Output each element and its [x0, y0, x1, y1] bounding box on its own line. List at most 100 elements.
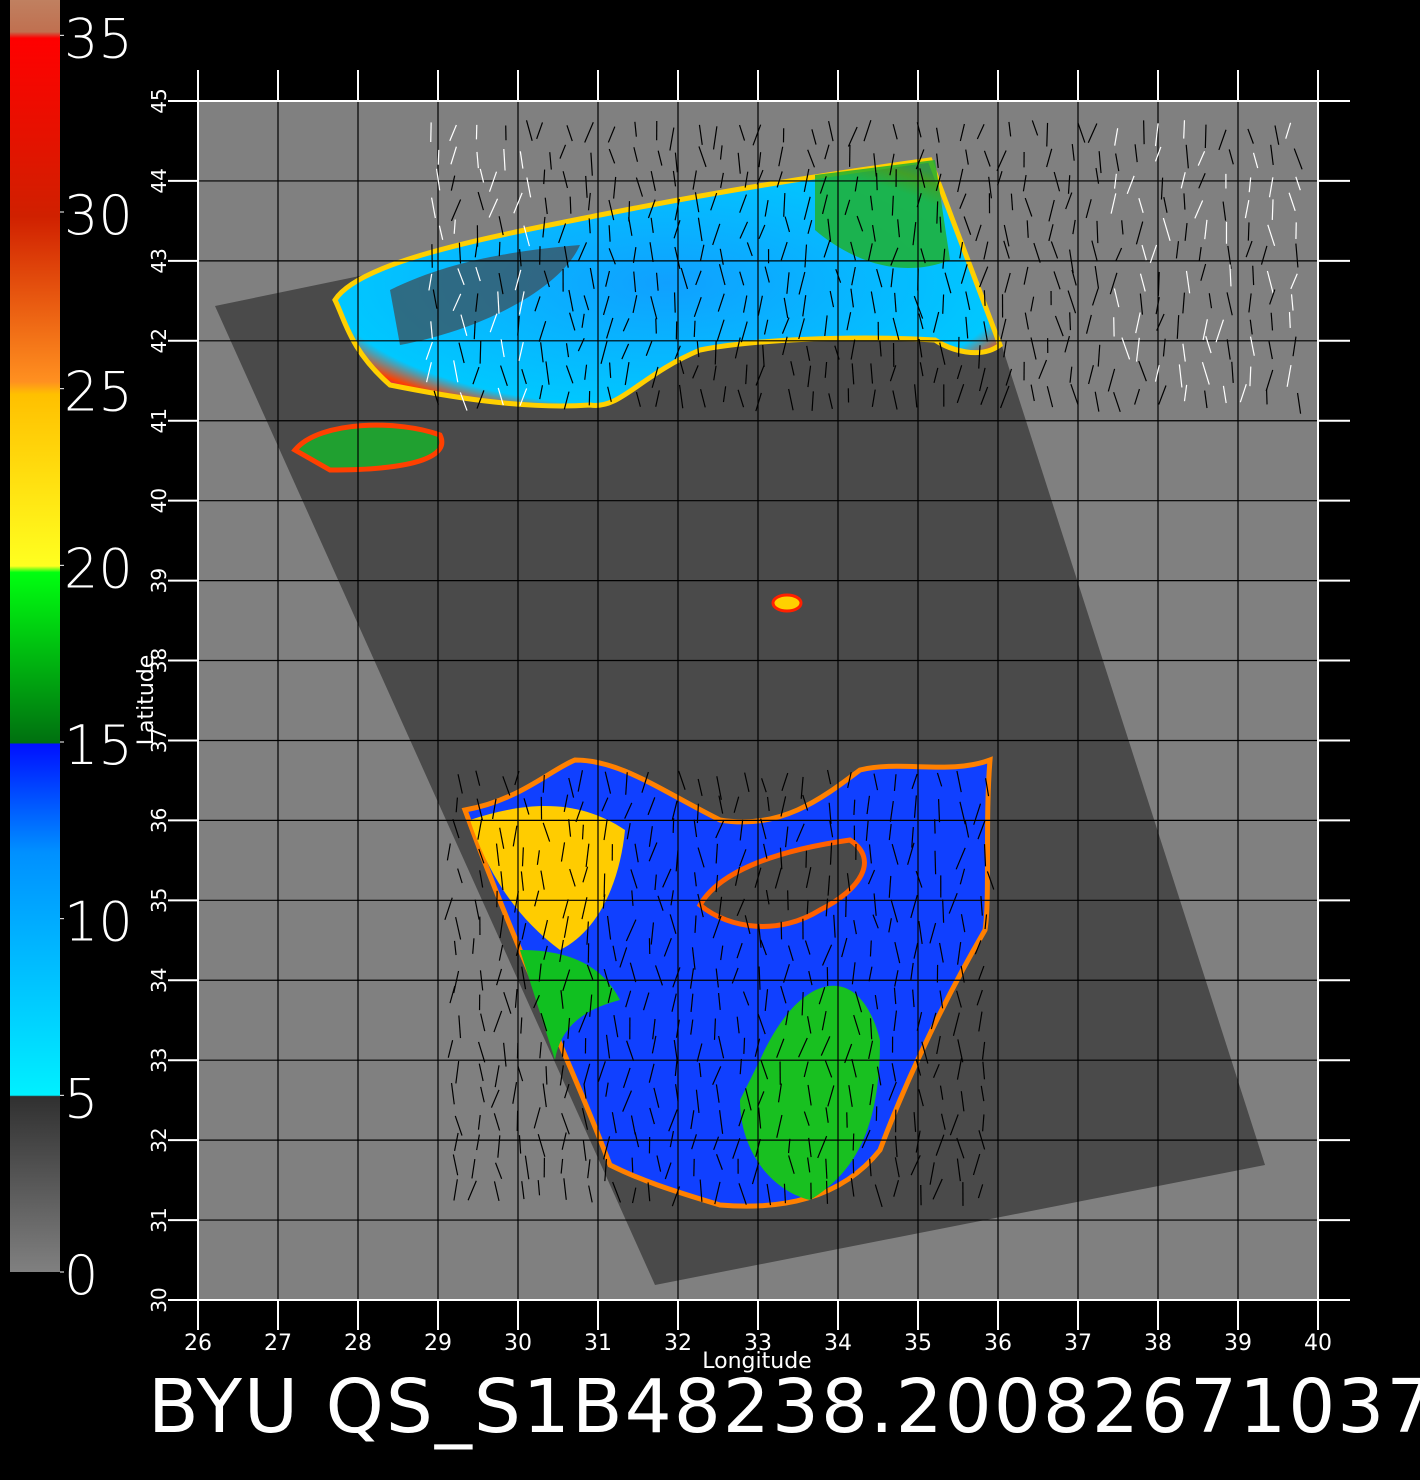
- wind-barb: [605, 270, 611, 287]
- wind-barb: [1143, 120, 1145, 145]
- wind-barb: [523, 225, 530, 247]
- wind-barb: [1094, 391, 1100, 412]
- wind-barb: [526, 177, 532, 198]
- wind-barb: [503, 148, 506, 171]
- y-tick-label: 35: [147, 888, 171, 913]
- wind-barb: [453, 360, 459, 383]
- wind-barb: [718, 896, 723, 919]
- wind-barb: [846, 312, 852, 331]
- wind-barb: [603, 819, 608, 841]
- wind-barb: [758, 966, 761, 990]
- wind-barb: [603, 1136, 611, 1160]
- wind-barb: [600, 340, 608, 364]
- wind-barb: [514, 269, 522, 291]
- wind-barb: [1198, 247, 1202, 262]
- wind-barb: [634, 1131, 640, 1148]
- wind-barb: [668, 1109, 678, 1132]
- wind-barb: [1267, 224, 1276, 246]
- wind-barb: [807, 1157, 811, 1173]
- wind-barb: [589, 994, 593, 1017]
- wind-barb: [713, 1018, 717, 1040]
- wind-barb: [514, 891, 519, 913]
- wind-barb: [641, 771, 649, 793]
- colorbar: [10, 0, 60, 1272]
- wind-barb: [758, 923, 762, 948]
- wind-barb: [1113, 392, 1121, 412]
- wind-barb: [619, 947, 628, 968]
- wind-barb: [761, 778, 767, 793]
- wind-barb: [626, 1040, 635, 1062]
- wind-barb: [1185, 270, 1191, 294]
- wind-barb: [566, 125, 573, 142]
- wind-barb: [1252, 265, 1255, 286]
- wind-barb: [764, 199, 769, 217]
- wind-barb: [603, 968, 610, 987]
- wind-barb: [827, 875, 831, 896]
- wind-barb: [587, 192, 591, 211]
- wind-barb: [1005, 368, 1013, 386]
- x-tick-label: 33: [744, 1331, 772, 1356]
- wind-barb: [697, 217, 703, 242]
- wind-barb: [821, 194, 828, 215]
- wind-barb: [696, 803, 700, 824]
- wind-barb: [780, 796, 787, 817]
- wind-barb: [965, 149, 969, 165]
- wind-barb: [740, 321, 748, 343]
- wind-barb: [718, 264, 726, 286]
- wind-barb: [715, 843, 719, 864]
- wind-barb: [744, 1088, 752, 1111]
- wind-barb: [1048, 224, 1054, 242]
- wind-barb: [826, 769, 832, 785]
- wind-barb: [921, 1041, 929, 1064]
- wind-barb: [428, 273, 433, 291]
- colorbar-label: 15: [64, 714, 133, 777]
- wind-barb: [827, 218, 832, 242]
- wind-barb: [625, 990, 632, 1008]
- wind-barb: [628, 217, 633, 236]
- wind-barb: [498, 272, 504, 295]
- wind-barb: [634, 843, 639, 863]
- y-tick-label: 36: [147, 808, 171, 833]
- wind-barb: [879, 340, 882, 357]
- wind-barb: [742, 295, 748, 313]
- wind-barb: [872, 914, 879, 929]
- wind-barb: [891, 843, 899, 865]
- wind-barb: [458, 1015, 462, 1039]
- wind-barb: [624, 362, 630, 386]
- wind-barb: [565, 365, 574, 384]
- wind-barb: [1003, 240, 1010, 259]
- wind-barb: [1288, 312, 1291, 328]
- wind-barb: [1096, 220, 1099, 244]
- wind-barb: [650, 217, 654, 233]
- wind-barb: [649, 1107, 655, 1125]
- wind-barb: [975, 224, 982, 242]
- wind-barb: [819, 176, 827, 194]
- wind-barb: [539, 385, 544, 400]
- wind-barb: [690, 1019, 694, 1035]
- wind-barb: [524, 1155, 530, 1180]
- wind-barb: [850, 339, 856, 360]
- wind-barb: [672, 170, 677, 187]
- wind-barb: [977, 965, 985, 981]
- wind-barb: [500, 871, 504, 891]
- wind-barb: [690, 1110, 695, 1130]
- wind-barb: [978, 1011, 983, 1032]
- wind-barb: [873, 773, 879, 791]
- wind-barb: [499, 827, 505, 849]
- wind-barb: [679, 360, 685, 375]
- wind-barb: [892, 124, 898, 140]
- wind-barb: [868, 1040, 874, 1059]
- x-tick-label: 34: [824, 1331, 852, 1356]
- wind-barb: [1194, 200, 1204, 219]
- wind-barb: [512, 1082, 518, 1104]
- wind-barb: [1071, 269, 1077, 286]
- wind-barb: [787, 1138, 791, 1154]
- wind-barb: [781, 772, 789, 791]
- wind-barb: [563, 1178, 567, 1200]
- wind-barb: [756, 169, 764, 185]
- wind-barb: [1033, 242, 1041, 263]
- wind-barb: [935, 1134, 945, 1156]
- wind-barb: [776, 171, 783, 188]
- wind-barb: [755, 365, 765, 386]
- wind-barb: [936, 153, 939, 169]
